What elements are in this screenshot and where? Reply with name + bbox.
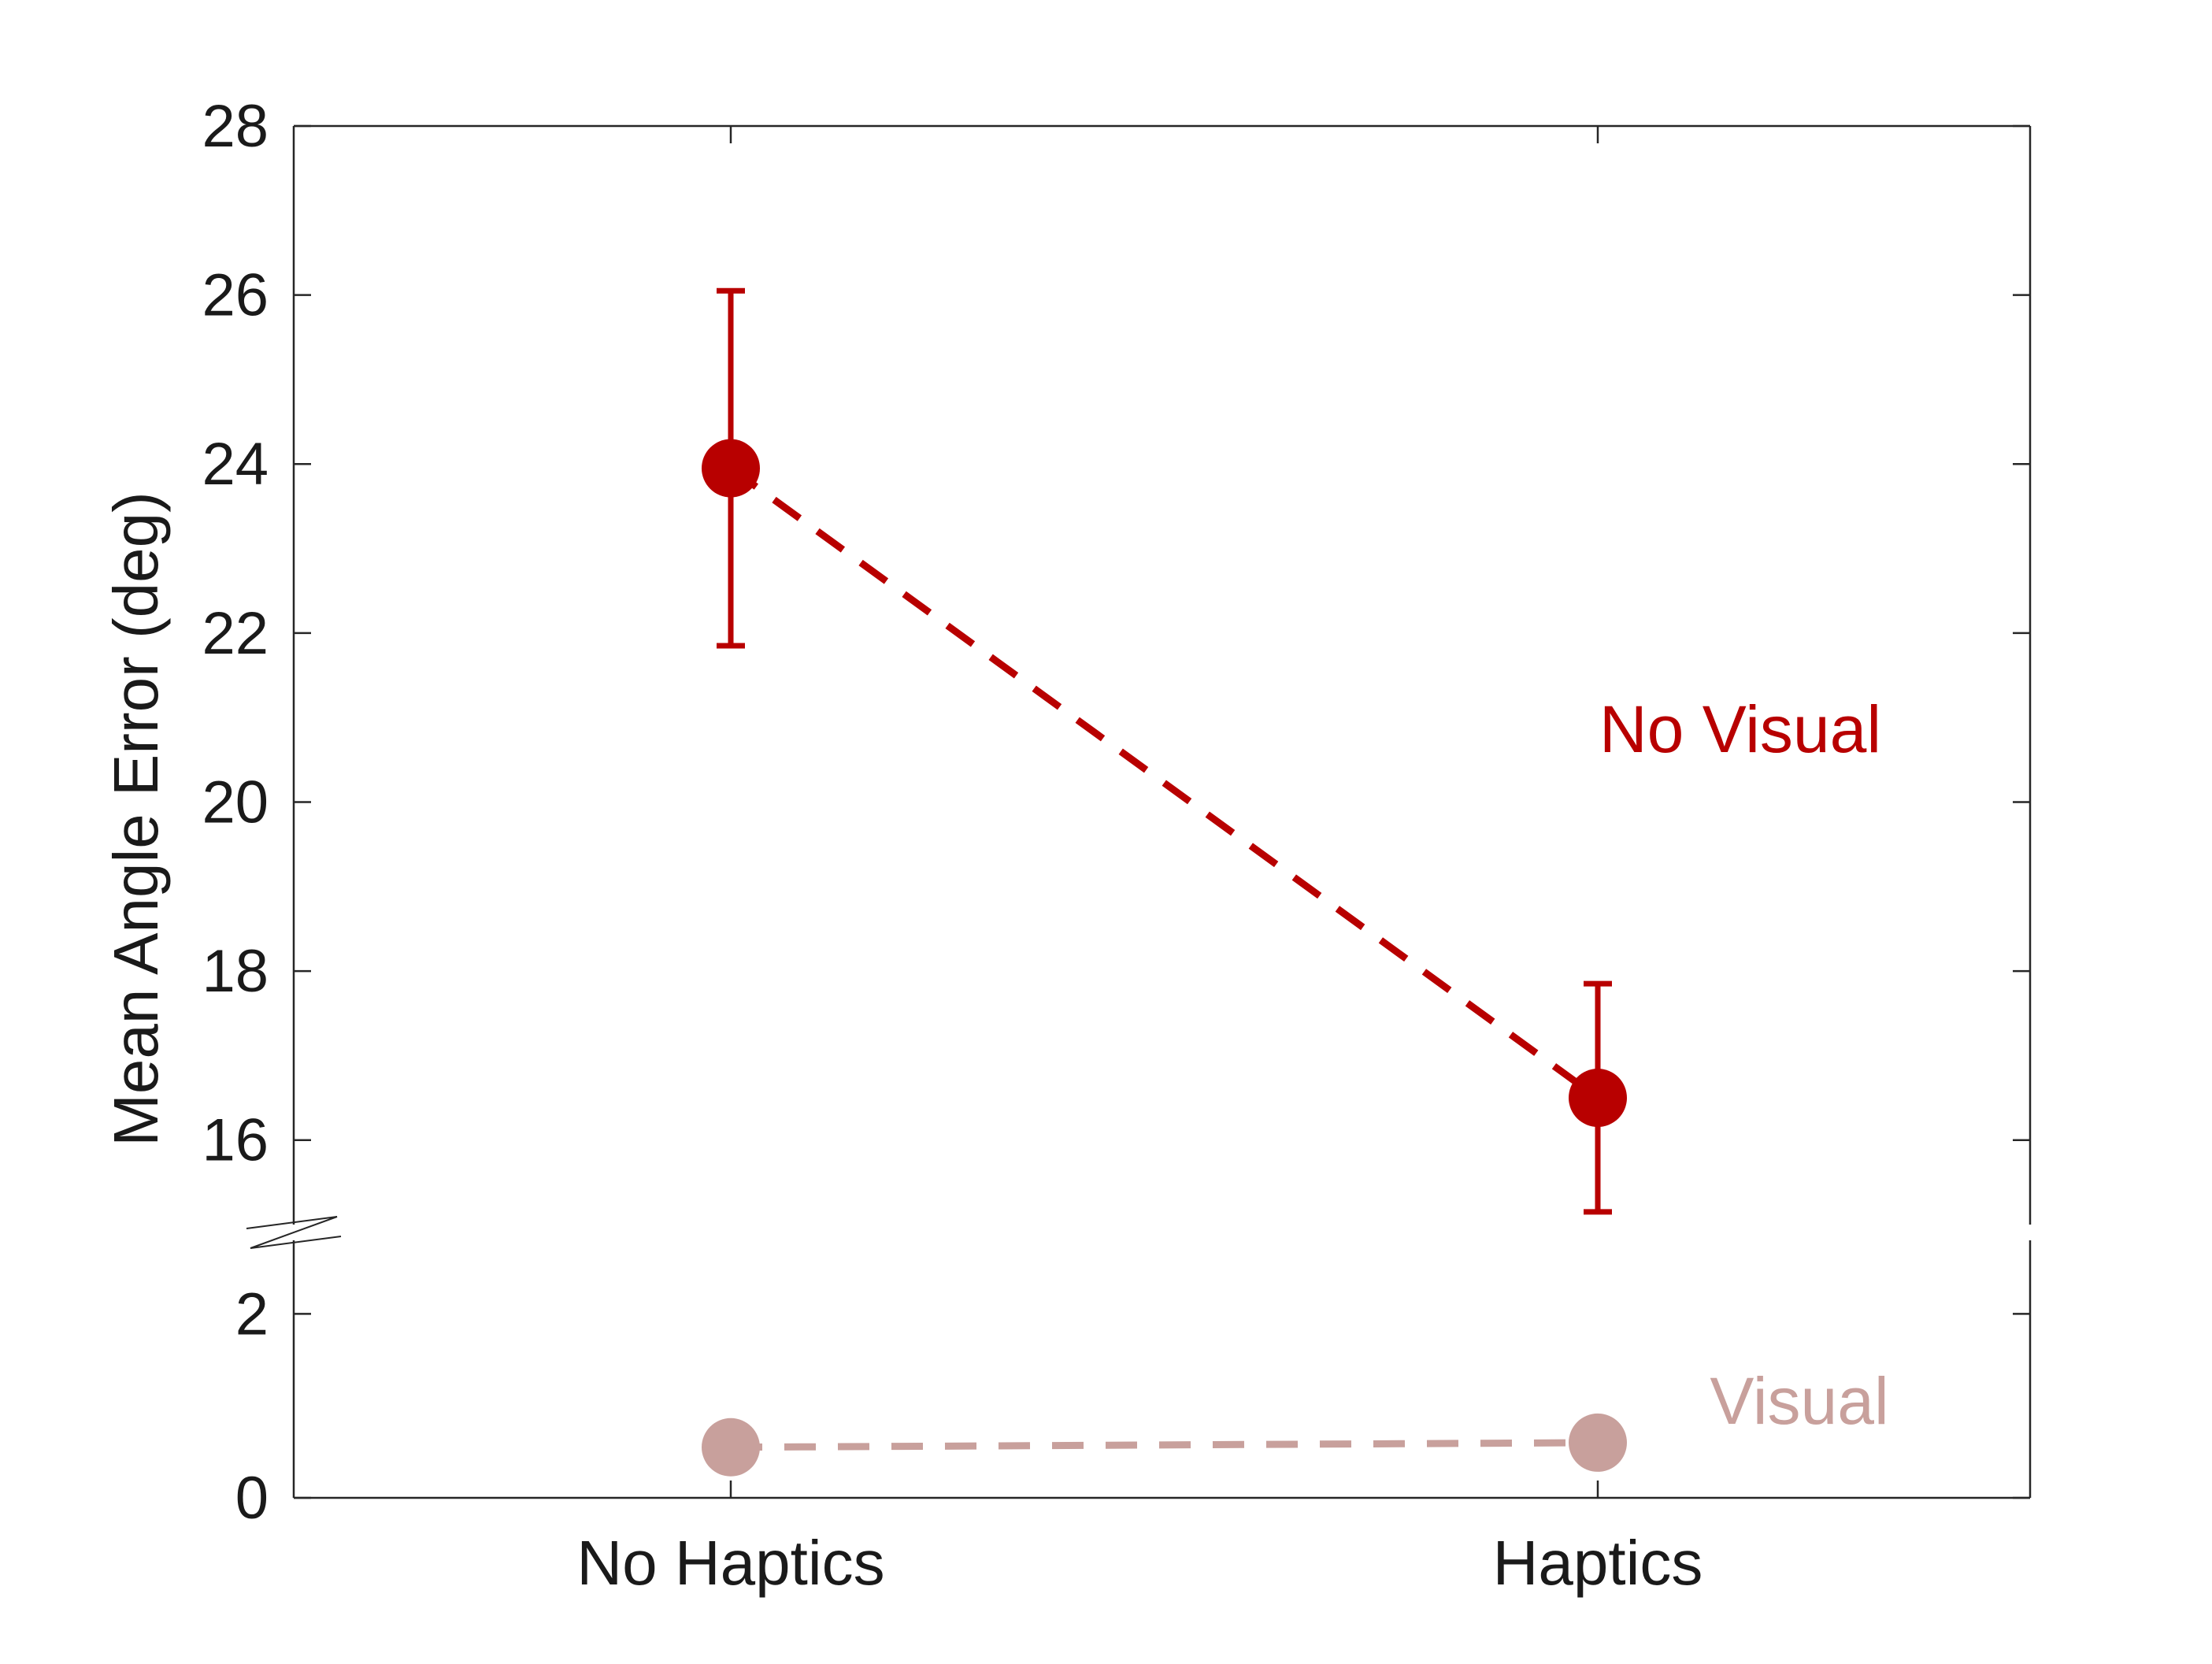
axes-layer [246,124,2032,1499]
y-tick-label: 2 [235,1280,269,1347]
series-label: Visual [1710,1364,1888,1438]
y-tick-label: 0 [235,1465,269,1532]
y-tick-label: 26 [202,262,269,329]
data-point [702,439,760,498]
y-tick-label: 20 [202,769,269,836]
y-tick-label: 18 [202,938,269,1005]
y-axis-label: Mean Angle Error (deg) [101,491,171,1147]
y-tick-label: 16 [202,1107,269,1174]
y-tick-label: 22 [202,600,269,667]
marks-layer [702,287,1627,1477]
data-point [702,1418,760,1477]
y-tick-label: 28 [202,93,269,160]
series-line [728,465,1600,1101]
labels-layer: Mean Angle Error (deg) 16 18 20 22 24 26 28 0 2 N… [101,93,1889,1598]
data-point [1569,1069,1627,1128]
x-tick-label: Haptics [1493,1528,1703,1598]
data-point [1569,1413,1627,1472]
x-tick-label: No Haptics [576,1528,884,1598]
series-line [730,1439,1599,1451]
y-tick-label: 24 [202,431,269,498]
axis-break-marker [246,1216,342,1249]
series-label: No Visual [1599,692,1881,766]
